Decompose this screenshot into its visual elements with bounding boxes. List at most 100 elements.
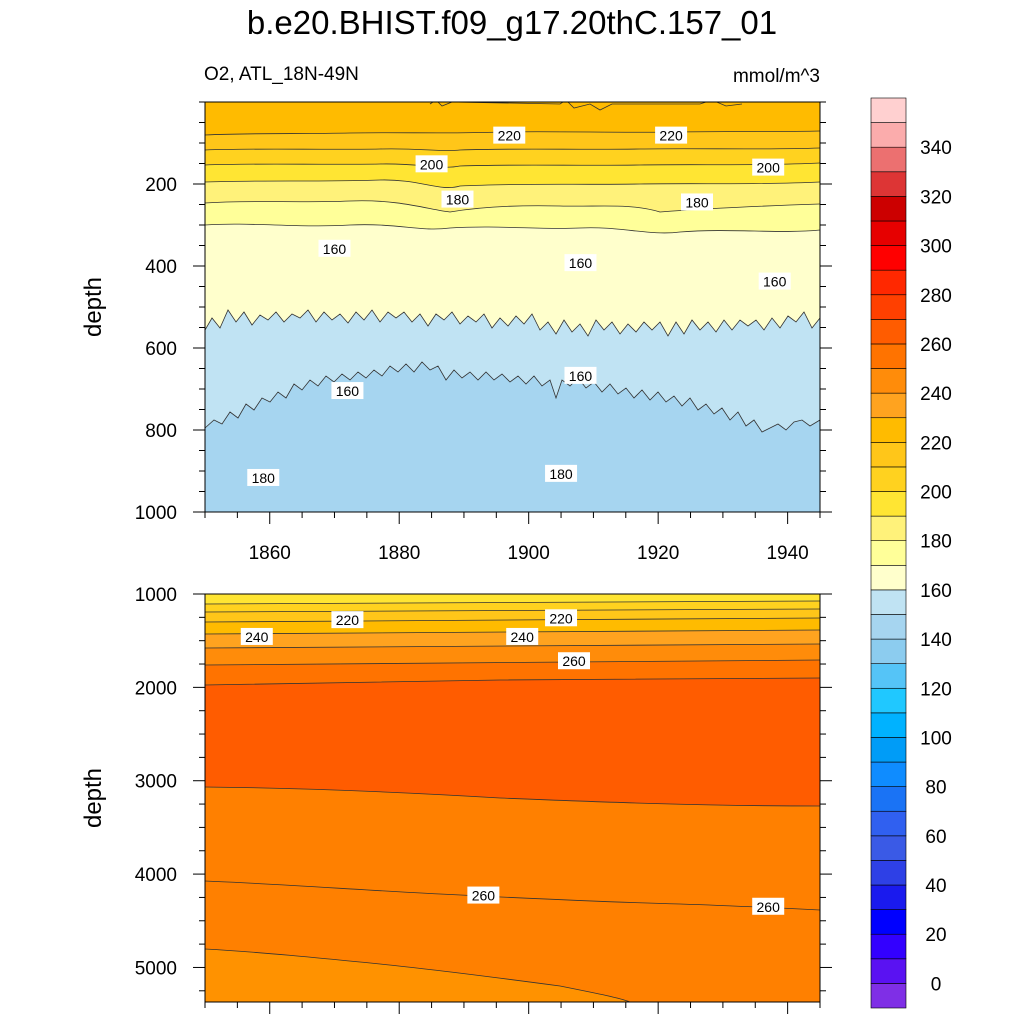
lower-plot-frame [204, 593, 821, 1003]
contour-label-text: 180 [685, 194, 709, 210]
colorbar-swatch [870, 122, 907, 148]
colorbar-swatch [870, 614, 907, 640]
contour-label-text: 220 [549, 610, 573, 626]
contour-line [205, 786, 820, 807]
contour-label: 180 [545, 464, 578, 482]
contour-label: 160 [564, 366, 597, 384]
colorbar-swatch [870, 97, 907, 123]
upper-axes: 1860 1880 1900 1920 1940 200 400 600 800 1000 [135, 101, 832, 564]
contour-label-text: 260 [757, 899, 781, 915]
colorbar-tick-label: 180 [920, 532, 952, 553]
colorbar-swatch [870, 909, 907, 935]
colorbar-swatch [870, 786, 907, 812]
contour-label: 240 [240, 627, 273, 645]
x-tick-label: 1940 [766, 543, 808, 564]
colorbar-swatch [870, 392, 907, 419]
contour-label: 220 [331, 611, 364, 629]
contour-label-bg [506, 627, 539, 645]
contour-label-text: 160 [323, 241, 347, 257]
contour-line [205, 880, 820, 911]
colorbar-swatch [870, 515, 907, 542]
contour-label-text: 160 [569, 255, 593, 271]
contour-label-bg [441, 190, 474, 208]
x-tick-label: 1880 [378, 543, 420, 564]
contour-label: 180 [441, 190, 474, 208]
colorbar-tick-label: 140 [920, 630, 952, 651]
contour-line [205, 162, 820, 168]
colorbar-swatch [870, 540, 907, 566]
contour-line [205, 309, 820, 337]
contour-label-text: 240 [245, 629, 269, 645]
colorbar-swatch [870, 196, 907, 222]
colorbar-swatch [870, 835, 907, 861]
colorbar-tick-label: 40 [925, 876, 946, 897]
upper-y-axis-title: depth [80, 277, 107, 337]
colorbar-swatch [870, 810, 907, 837]
contour-label: 260 [467, 886, 500, 904]
colorbar-tick-label: 100 [920, 728, 952, 749]
contour-label: 220 [493, 126, 526, 144]
colorbar-tick-label: 200 [920, 483, 952, 504]
colorbar-tick-label: 0 [931, 974, 942, 995]
contour-label-bg [467, 886, 500, 904]
contour-label: 160 [564, 254, 597, 272]
colorbar-tick-label: 280 [920, 286, 952, 307]
contour-label-text: 220 [498, 128, 522, 144]
colorbar-tick-label: 320 [920, 187, 952, 208]
contour-label: 180 [681, 193, 713, 211]
colorbar-tick-label: 160 [920, 581, 952, 602]
lower-contour-lines [205, 600, 820, 1002]
band-fill [205, 787, 820, 1002]
colorbar-swatch [870, 589, 907, 615]
contour-line [205, 179, 820, 188]
colorbar-swatch [870, 491, 907, 517]
contour-label: 260 [752, 897, 785, 915]
upper-contour-labels: 220 220 200 200 180 180 160 160 160 160 160 180 180 [247, 126, 791, 486]
contour-line [205, 629, 820, 635]
contour-label-text: 160 [569, 368, 593, 384]
y-tick-label: 800 [145, 421, 177, 442]
contour-line [205, 659, 820, 666]
contour-line [205, 361, 820, 433]
colorbar-tick-label: 220 [920, 433, 952, 454]
colorbar-swatch [870, 294, 907, 320]
contour-label-bg [415, 155, 448, 173]
contour-line [205, 608, 820, 613]
contour-label: 160 [331, 382, 364, 400]
contour-label-bg [545, 609, 578, 627]
contour-label: 160 [758, 272, 791, 290]
colorbar-tick-label: 20 [925, 925, 946, 946]
y-tick-label: 5000 [135, 958, 177, 979]
contour-label: 160 [318, 239, 351, 257]
contour-label-bg [558, 652, 590, 670]
colorbar-swatch [870, 933, 907, 960]
colorbar-swatch [870, 171, 907, 197]
colorbar-tick-label: 240 [920, 384, 952, 405]
colorbar: 0 20 40 60 80 100 120 140 160 180 200 220 240 260 280 3… [870, 97, 952, 1009]
colorbar-tick-label: 80 [925, 778, 946, 799]
contour-label-text: 240 [511, 629, 535, 645]
lower-axes: 1000 2000 3000 4000 5000 [135, 585, 832, 1014]
contour-line [205, 948, 631, 1002]
contour-label: 240 [506, 627, 539, 645]
contour-label: 260 [558, 652, 590, 670]
contour-label-text: 260 [562, 653, 586, 669]
contour-label-text: 260 [472, 888, 496, 904]
colorbar-tick-label: 120 [920, 679, 952, 700]
colorbar-swatch [870, 638, 907, 664]
x-tick-label: 1900 [508, 543, 550, 564]
chart-title: b.e20.BHIST.f09_g17.20thC.157_01 [246, 4, 778, 41]
contour-label: 220 [655, 126, 688, 144]
contour-label-text: 180 [252, 470, 276, 486]
colorbar-swatch [870, 860, 907, 886]
band-fill [205, 949, 630, 1002]
y-tick-label: 400 [145, 257, 177, 278]
contour-label-text: 160 [336, 383, 360, 399]
lower-depth-panel: 220 220 240 240 260 260 260 1000 2000 3000 4000 50… [80, 585, 832, 1014]
contour-label-bg [318, 239, 351, 257]
y-tick-label: 600 [145, 339, 177, 360]
contour-line [205, 147, 820, 151]
contour-label-text: 180 [446, 192, 470, 208]
colorbar-tick-label: 300 [920, 237, 952, 258]
colorbar-tick-label: 60 [925, 827, 946, 848]
